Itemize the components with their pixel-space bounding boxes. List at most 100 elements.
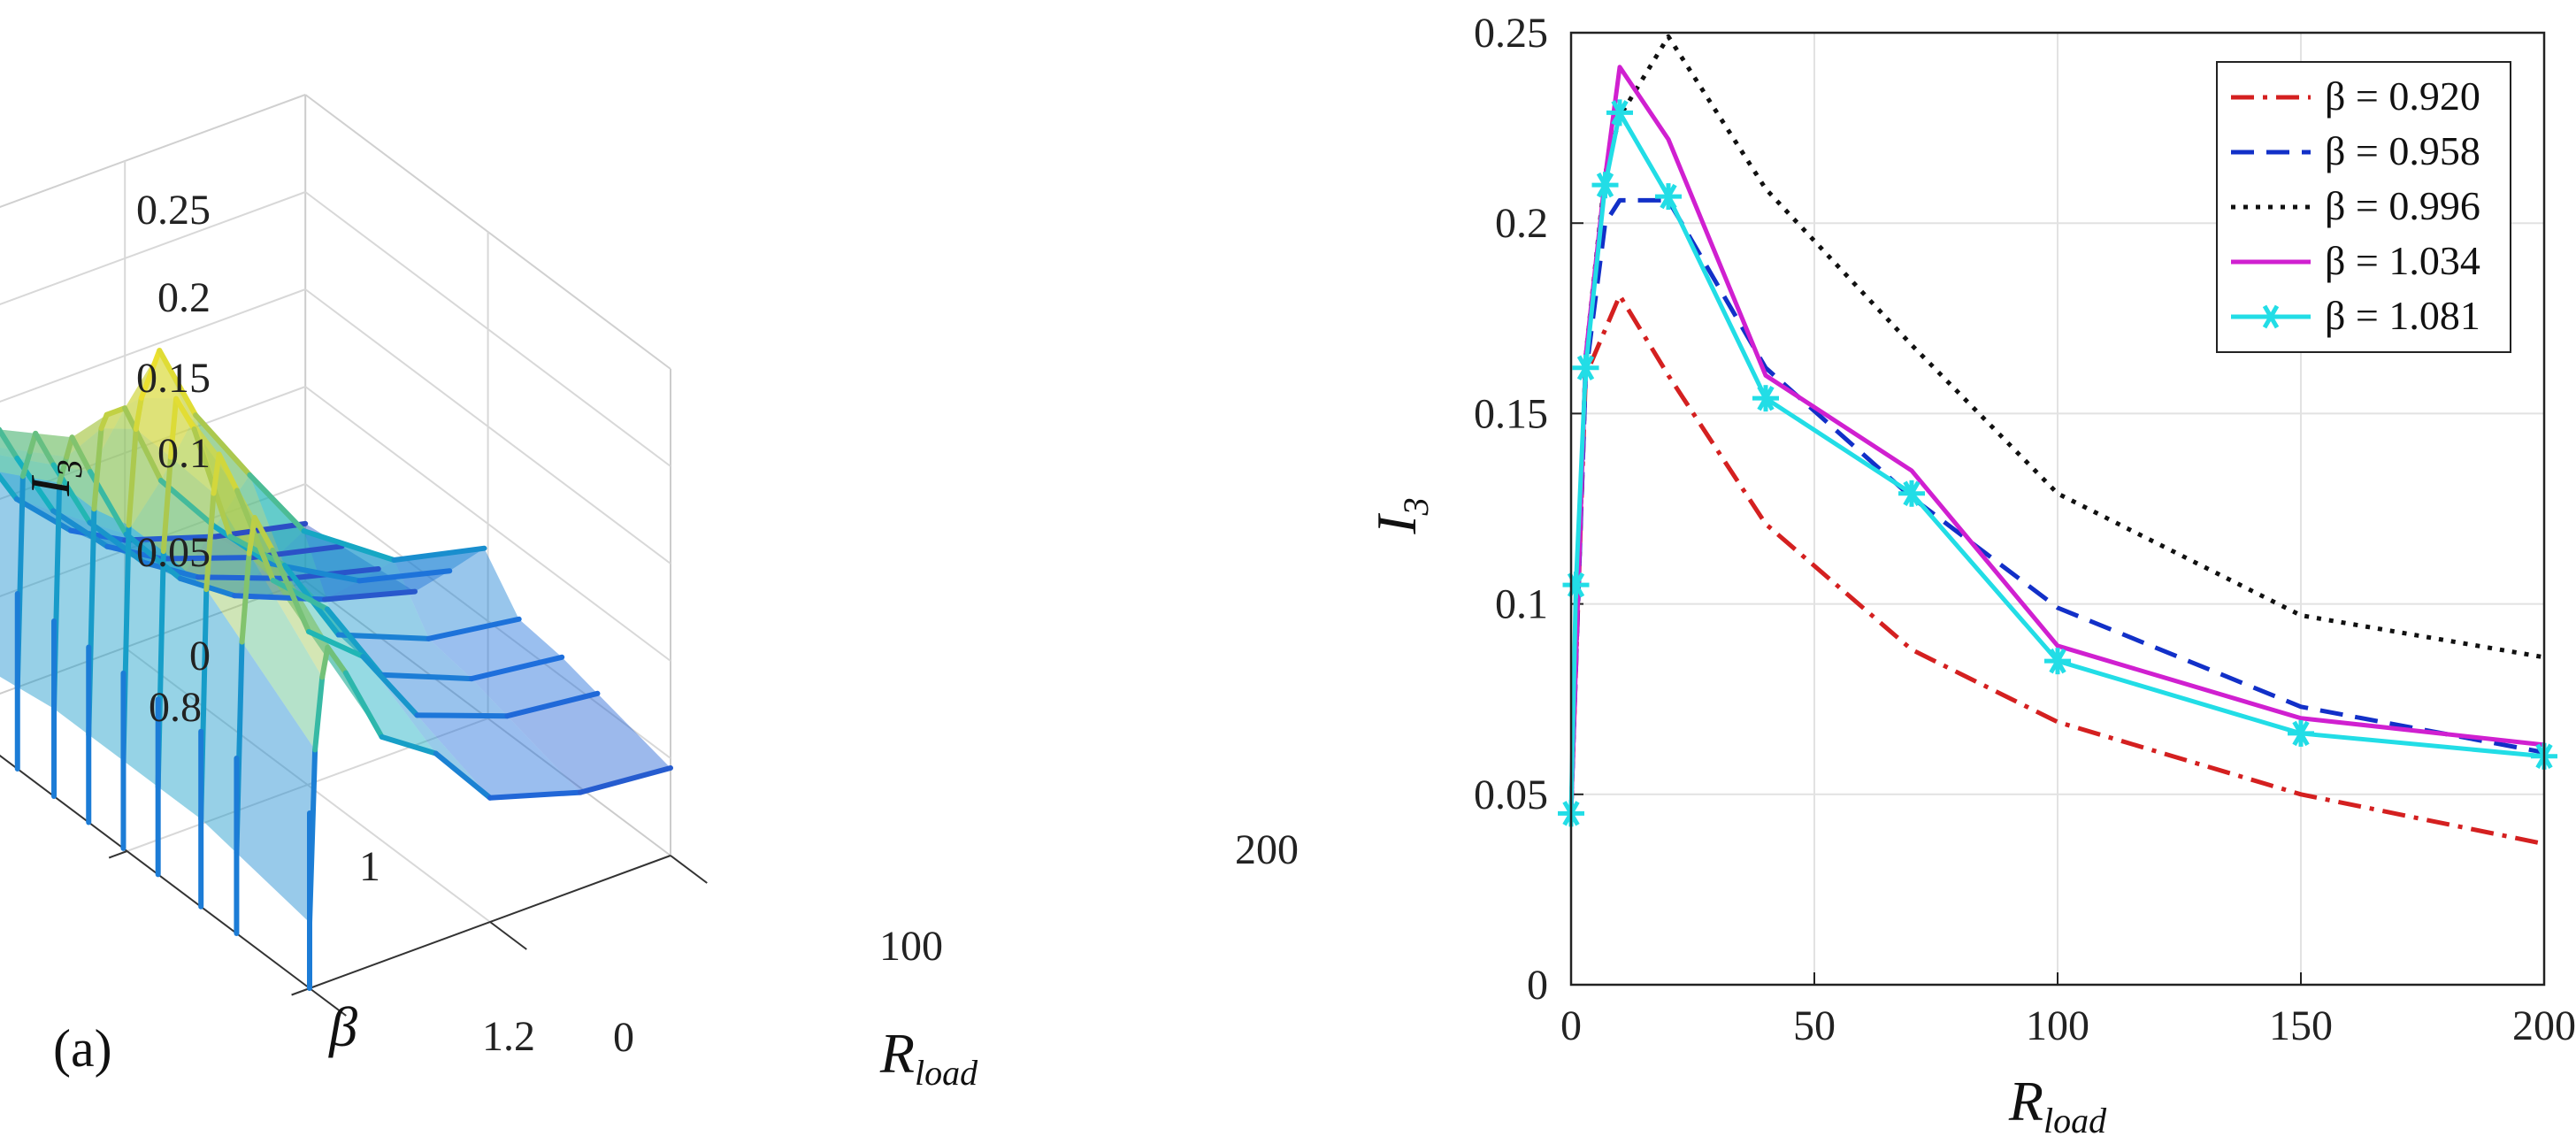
beta-tick-labels: 0.8 1 1.2 [149, 684, 535, 1060]
z-tick-2: 0.1 [157, 430, 211, 477]
legend-item: β = 0.996 [2231, 183, 2480, 228]
surface-patch [106, 350, 160, 415]
y-tick-label: 0.05 [1474, 772, 1548, 818]
y-tick-label: 0 [1527, 962, 1548, 1009]
beta-tick-0: 0.8 [149, 684, 202, 731]
rload-tick-mark [309, 987, 347, 1017]
surface-slice-segment [487, 789, 583, 801]
series-lines [1558, 34, 2557, 847]
surface-patch [338, 634, 472, 679]
beta-axis-label: β [327, 995, 357, 1058]
surface-slice-segment [126, 426, 139, 528]
legend-box [2216, 61, 2511, 353]
surface-patch [17, 476, 60, 709]
surface-slice-segment [247, 472, 307, 534]
surface-patch [507, 693, 671, 793]
surface-slice-segment [13, 496, 73, 534]
surface-slice-segment [0, 472, 19, 503]
legend: β = 0.920 β = 0.958 β = 0.996 β = 1.034 β = … [2216, 61, 2511, 353]
legend-label: β = 0.920 [2325, 73, 2480, 119]
surface-slice-segment [312, 674, 326, 753]
surface-patch [125, 536, 252, 559]
surface-slice-segment [157, 348, 199, 418]
series-marker [1655, 183, 1682, 211]
surface-patch [123, 525, 164, 787]
series-marker [1752, 385, 1779, 412]
legend-item: β = 0.958 [2231, 128, 2480, 173]
surface-patch [242, 553, 323, 750]
surface-slice-segment [203, 490, 217, 593]
series-marker [1898, 480, 1925, 507]
surface-slice-segment [379, 733, 439, 756]
surface-slice-segment [160, 454, 173, 555]
surface-patch [22, 451, 67, 483]
surface-slice-segment [504, 690, 601, 719]
surface-patch [17, 457, 90, 523]
surface-slice-segment [33, 430, 57, 468]
z-axis-label: I3 [19, 459, 89, 496]
y-tick-label: 0.2 [1495, 200, 1548, 247]
surface-patch [213, 454, 255, 554]
surface-patch [126, 480, 216, 579]
series-marker [1606, 99, 1633, 127]
beta-tick-mark [291, 987, 310, 996]
surface-slice-segment [19, 449, 34, 480]
surface-slice-segment [433, 750, 493, 801]
surface-slice-segment [391, 545, 487, 563]
z-tick-5: 0.25 [136, 187, 211, 234]
beta-tick-mark [108, 850, 127, 859]
series-marker [2288, 719, 2314, 747]
z-tick-1: 0.05 [136, 529, 211, 576]
plot-frame [1569, 31, 2546, 987]
surface-patch [125, 350, 196, 481]
surface-slice-segment [325, 644, 349, 676]
surface-slice-segment [270, 547, 312, 634]
surface-slice-segment [87, 519, 147, 565]
rload3d-tick-1: 100 [879, 923, 943, 970]
surface-patch [0, 455, 54, 511]
svg-text:I3: I3 [19, 459, 89, 496]
3d-grid [126, 718, 488, 852]
surface-slice-segment [426, 616, 522, 641]
surface-patch [88, 509, 129, 761]
surface-slice-segment [270, 577, 330, 612]
surface-slice-segment [335, 632, 432, 641]
y-tick-label: 0.1 [1495, 581, 1548, 628]
surface-slice-segment [306, 628, 366, 659]
surface-slice-segment [469, 654, 565, 682]
surface-slice-segment [138, 348, 163, 401]
rload-tick-mark [670, 855, 708, 884]
y-axis-label: I3 [1365, 497, 1436, 534]
rload3d-tick-2: 200 [1235, 826, 1299, 873]
surface-patch [236, 641, 316, 923]
beta-tick-2: 1.2 [482, 1013, 535, 1060]
z-tick-labels: 0 0.05 0.1 0.15 0.2 0.25 [136, 187, 211, 679]
surface-slice-segment [342, 670, 385, 740]
tick-labels: 0 50 100 150 200 0 0.05 0.1 0.15 0.2 0.25 [1474, 10, 2576, 1049]
surface-patch [135, 397, 177, 457]
surface-slice-segment [104, 405, 128, 418]
series-marker [2044, 648, 2071, 675]
legend-item: β = 1.081 [2231, 293, 2480, 338]
surface-slice-segment [193, 412, 253, 478]
panel-label: (a) [53, 1019, 112, 1078]
surface-slice-segment [239, 550, 252, 645]
surface-patch [53, 465, 126, 534]
surface-patch [417, 715, 580, 798]
beta-tick-1: 1 [359, 843, 380, 890]
legend-label: β = 1.034 [2325, 238, 2480, 283]
x-tick-label: 200 [2512, 1002, 2576, 1049]
surface-slice-segment [301, 528, 397, 563]
svg-text:I3: I3 [1365, 497, 1436, 534]
surface-patch [303, 531, 429, 639]
rload-tick-labels-3d: 0 100 200 [613, 826, 1299, 1061]
surface-slice-segment [123, 531, 183, 581]
line-plot-panel: 0 50 100 150 200 0 0.05 0.1 0.15 0.2 0.25 I3 Rload… [1365, 10, 2576, 1140]
z-tick-4: 0.2 [157, 274, 211, 321]
surface-patch [35, 433, 90, 472]
surface-patch [0, 429, 54, 465]
surface-slice-lines [0, 348, 673, 991]
series-marker [1572, 354, 1599, 381]
legend-label: β = 0.958 [2325, 128, 2480, 173]
